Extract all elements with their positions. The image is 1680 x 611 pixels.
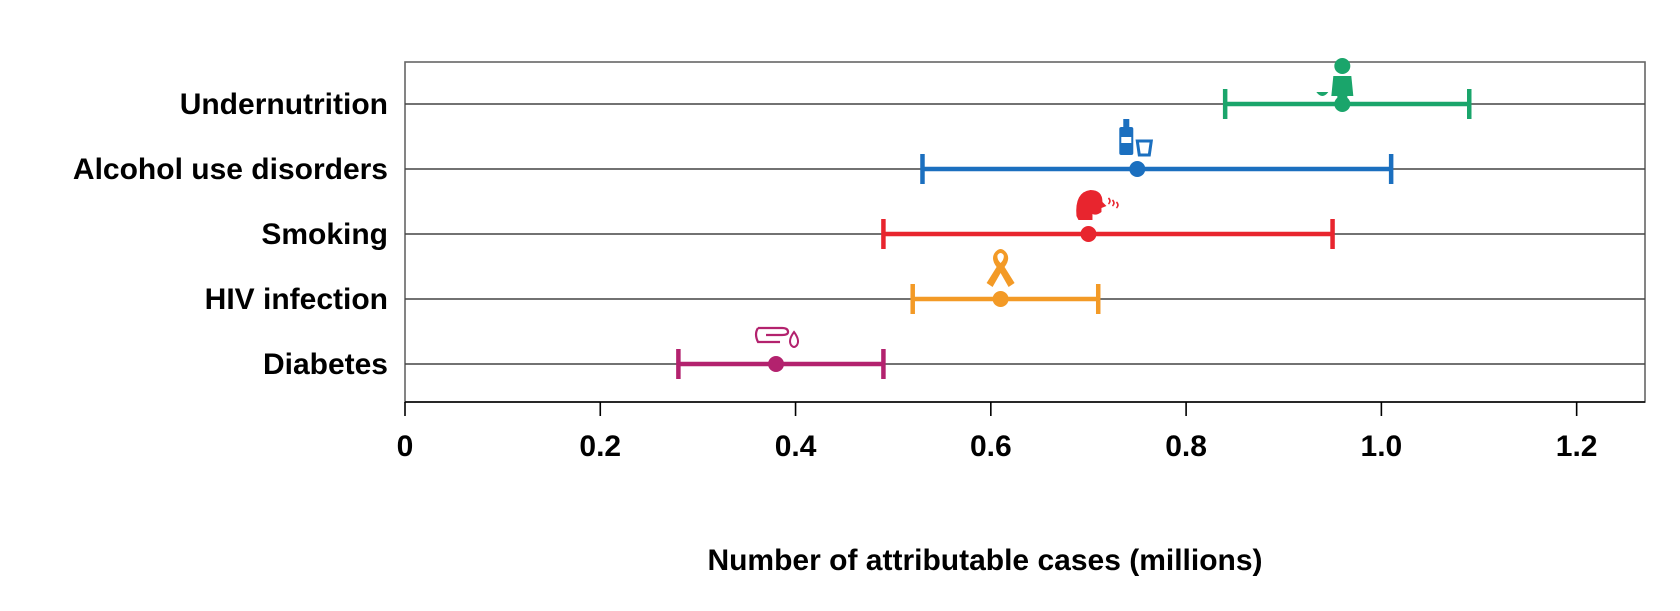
- category-label: Smoking: [261, 218, 388, 251]
- icon-bottle-cap: [1123, 119, 1130, 127]
- icon-ribbon-hole: [997, 253, 1004, 263]
- x-tick-label: 0.8: [1165, 430, 1207, 463]
- x-axis-title: Number of attributable cases (millions): [707, 544, 1262, 577]
- category-label: Diabetes: [263, 348, 388, 381]
- category-label: HIV infection: [205, 283, 388, 316]
- awareness-ribbon-icon: [986, 249, 1015, 287]
- icon-head: [1334, 58, 1351, 74]
- estimate-undernutrition: [1222, 58, 1472, 119]
- icon-finger: [754, 326, 790, 344]
- point-estimate: [768, 356, 785, 372]
- estimate-hiv-infection: [910, 249, 1101, 314]
- estimates: [676, 58, 1472, 379]
- category-label: Alcohol use disorders: [73, 153, 388, 186]
- point-estimate: [992, 291, 1009, 307]
- x-tick-label: 0: [397, 430, 414, 463]
- point-estimate: [1080, 226, 1097, 242]
- icon-ribbon: [986, 249, 1015, 287]
- icon-body: [1331, 76, 1354, 106]
- x-tick-label: 0.2: [579, 430, 621, 463]
- category-labels: Undernutrition Alcohol use disorders Smoki…: [73, 88, 388, 381]
- icon-smoke: [1107, 197, 1119, 209]
- estimate-diabetes: [676, 326, 886, 379]
- finger-blood-drop-icon: [754, 326, 800, 348]
- category-label: Undernutrition: [180, 88, 388, 121]
- x-tick-label: 0.4: [775, 430, 817, 463]
- x-tick-label: 1.0: [1361, 430, 1403, 463]
- x-tick-label: 1.2: [1556, 430, 1598, 463]
- smoking-head-icon: [1076, 190, 1119, 220]
- bottle-glass-icon: [1119, 119, 1154, 157]
- point-estimate: [1129, 161, 1146, 177]
- icon-drop: [789, 330, 800, 348]
- x-axis: 0 0.2 0.4 0.6 0.8 1.0 1.2: [397, 401, 1645, 463]
- icon-bottle-label: [1121, 137, 1132, 143]
- estimate-alcohol-use-disorders: [920, 119, 1394, 184]
- person-eating-icon: [1316, 58, 1354, 106]
- icon-glass: [1135, 139, 1154, 157]
- icon-head: [1076, 190, 1107, 220]
- icon-bowl: [1316, 92, 1329, 96]
- estimate-smoking: [881, 190, 1335, 249]
- x-tick-label: 0.6: [970, 430, 1012, 463]
